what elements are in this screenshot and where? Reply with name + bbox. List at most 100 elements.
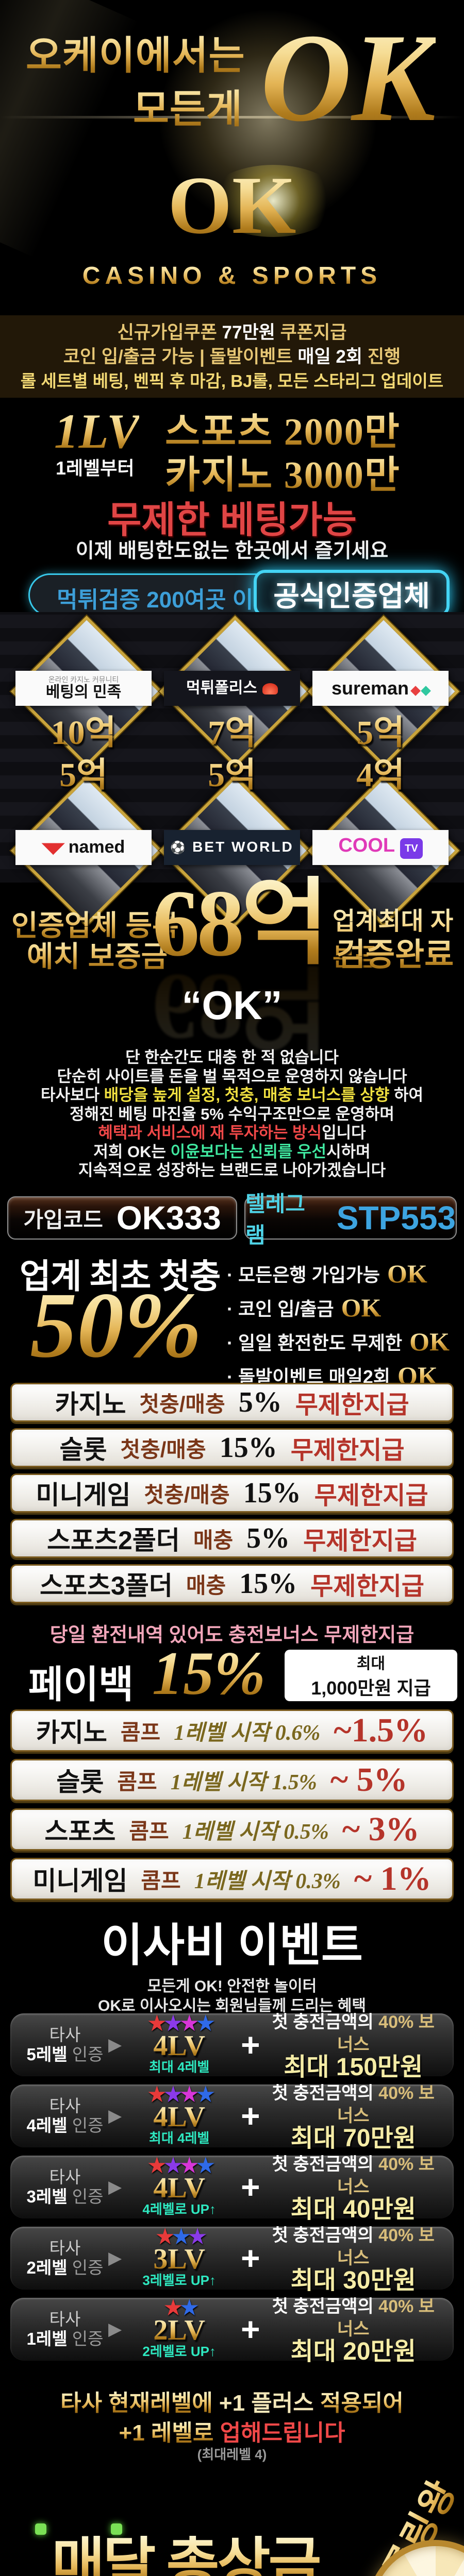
level-1lv: 1LV [54, 404, 140, 459]
deposit-amount: 5억 [11, 747, 156, 796]
promo-line3: 롤 세트별 베팅, 벤픽 후 마감, BJ롤, 모든 스타리그 업데이트 [20, 371, 444, 391]
payback-label: 페이백 [28, 1664, 134, 1706]
moving-event-sub2: OK로 이사오시는 회원님들께 드리는 혜택 [98, 1997, 366, 2014]
partner-logo-betting-minjok: 온라인 카지노 커뮤니티 베팅의 민족 [15, 671, 152, 706]
moving-row-level4: 타사 4레벨 인증 ▶ ★★★★ 4LV 최대 4레벨 + 첫 충전금액의 40%… [10, 2083, 454, 2151]
deposit-right-line2: 검증완료 [336, 928, 454, 975]
first-charge-heading: 업계 최초 첫충 [20, 1258, 221, 1296]
deposit-right-line1: 업계최대 자본금 [333, 901, 464, 973]
comp-bar-slot: 슬롯 콤프 1레벨 시작 1.5% ~ 5% [10, 1759, 454, 1801]
bullet-item: · 일일 환전한도 무제한 OK [227, 1327, 450, 1356]
ok-quote: “OK” [181, 982, 283, 1028]
comp-bar-minigame: 미니게임 콤프 1레벨 시작 0.3% ~ 1% [10, 1858, 454, 1900]
deposit-amount: 10억 [11, 705, 156, 754]
moving-row-level3: 타사 3레벨 인증 ▶ ★★★★ 4LV 4레벨로 UP↑ + 첫 충전금액의 4… [10, 2155, 454, 2222]
hero-ok-text: OK [260, 8, 436, 147]
named-logo-icon: ◥◤ [42, 840, 64, 856]
verification-text: 먹튀검증 200여곳 이상 [57, 587, 274, 613]
partner-diamond[interactable]: COOL TV [306, 773, 461, 928]
moving-event-heading: 이사비 이벤트 [101, 1921, 363, 1971]
arrow-right-icon: ▶ [108, 2248, 122, 2268]
deposit-amount: 4억 [308, 747, 453, 796]
payback-max-box: 최대 1,000만원 지급 [285, 1650, 457, 1701]
partner-diamond[interactable]: ◥◤ named [9, 773, 164, 928]
signup-code-label: 가입코드 [23, 1207, 103, 1232]
telegram-label: 텔레그램 [245, 1192, 305, 1247]
deposit-amount: 5억 [308, 705, 453, 754]
star-icons: ★★★★ [146, 2011, 216, 2036]
signup-code-value: OK333 [116, 1199, 221, 1236]
moving-row-level5: 타사 5레벨 인증 ▶ ★★★★ 4LV 최대 4레벨 + 첫 충전금액의 40%… [10, 2011, 454, 2080]
bullet-item: · 모든은행 가입가능 OK [227, 1259, 427, 1288]
chevron-icon [421, 686, 431, 696]
bullet-item: · 코인 입/출금 OK [227, 1293, 382, 1322]
bonus-bar-sports2: 스포츠2폴더 매충 5% 무제한지급 [10, 1519, 454, 1558]
light-flare-small [206, 165, 340, 237]
chevron-icon [410, 686, 421, 696]
partner-diamond[interactable]: 온라인 카지노 커뮤니티 베팅의 민족 [9, 614, 164, 769]
led-dot [35, 2523, 46, 2535]
comp-bar-casino: 카지노 콤프 1레벨 시작 0.6% ~1.5% [10, 1709, 454, 1752]
promo-line1: 신규가입쿠폰 77만원 쿠폰지급 [117, 323, 347, 343]
deposit-left-line2: 예치 보증금 [27, 934, 168, 975]
level-caption: 1레벨부터 [56, 457, 135, 479]
mission-statement: 단 한순간도 대충 한 적 없습니다 단순히 사이트를 돈을 벌 목적으로 운영… [40, 1048, 424, 1179]
bonus-note: 당일 환전내역 있어도 충전보너스 무제한지급 [49, 1624, 415, 1646]
bonus-bar-minigame: 미니게임 첫충/매충 15% 무제한지급 [10, 1473, 454, 1513]
partner-logo-named: ◥◤ named [15, 830, 152, 865]
partner-logo-cool-tv: COOL TV [312, 830, 449, 865]
telegram-button[interactable]: 텔레그램 STP553 [244, 1192, 457, 1247]
deposit-left-line1: 인증업체 등록 [11, 903, 179, 944]
official-certified-badge: 공식인증업체 [254, 570, 450, 617]
moving-event-sub1: 모든게 OK! 안전한 놀이터 [147, 1978, 317, 1995]
comp-bar-sports: 스포츠 콤프 1레벨 시작 0.5% ~ 3% [10, 1808, 454, 1851]
partner-diamond[interactable]: ⚽ BET WORLD [158, 773, 312, 928]
telegram-code-value: STP553 [336, 1199, 456, 1236]
rolling-title1: 매달 총상금 [0, 2536, 371, 2576]
plus-icon: + [241, 2026, 260, 2063]
plus-icon: + [241, 2311, 260, 2348]
hero-tagline-line2: 모든게 [133, 77, 243, 134]
payback-percent: 15% [152, 1639, 266, 1707]
enjoy-text: 이제 배팅한도없는 한곳에서 즐기세요 [75, 540, 389, 562]
plus-icon: + [241, 2097, 260, 2134]
brand-logo-subtitle: CASINO & SPORTS [0, 262, 464, 290]
arrow-right-icon: ▶ [108, 2319, 122, 2339]
bonus-bar-casino: 카지노 첫충/매충 5% 무제한지급 [10, 1383, 454, 1422]
bonus-bar-sports3: 스포츠3폴더 매충 15% 무제한지급 [10, 1564, 454, 1603]
partner-logo-bet-world: ⚽ BET WORLD [164, 830, 300, 865]
moving-note2: +1 레벨로 업해드립니다 [119, 2420, 345, 2446]
tv-icon: TV [400, 838, 423, 859]
first-charge-percent: 50% [3, 1279, 229, 1372]
moving-note3: (최대레벨 4) [197, 2447, 267, 2462]
partner-diamond[interactable]: sureman [306, 614, 461, 769]
deposit-amount: 7억 [160, 705, 304, 754]
first-charge-bullets: · 모든은행 가입가능 OK · 코인 입/출금 OK · 일일 환전한도 무제한 O… [227, 1259, 464, 1395]
unlimited-betting-text: 무제한 베팅가능 [107, 500, 357, 541]
brand-logo-ok: OK [0, 164, 464, 246]
arrow-right-icon: ▶ [108, 2177, 122, 2197]
promo-line2: 코인 입/출금 가능 | 돌발이벤트 매일 2회 진행 [63, 347, 401, 367]
bonus-bar-slot: 슬롯 첫충/매충 15% 무제한지급 [10, 1428, 454, 1467]
verification-pill: 먹튀검증 200여곳 이상 공식인증업체 [28, 570, 450, 617]
arrow-right-icon: ▶ [108, 2106, 122, 2126]
moving-row-level1: 타사 1레벨 인증 ▶ ★★ 2LV 2레벨로 UP↑ + 첫 충전금액의 40%… [10, 2297, 454, 2364]
hero-tagline-line1: 오케이에서는 [26, 24, 245, 80]
partner-diamond[interactable]: 먹튀폴리스 [158, 614, 312, 769]
deposit-total-amount: 68억 [152, 871, 329, 976]
partner-logo-muktwi-police: 먹튀폴리스 [164, 671, 300, 706]
moving-note1: 타사 현재레벨에 +1 플러스 적용되어 [60, 2391, 404, 2416]
soccer-ball-icon: ⚽ [170, 841, 188, 855]
level-casino-limit: 카지노 3000만 [165, 444, 401, 499]
signup-code-button[interactable]: 가입코드 OK333 [7, 1196, 237, 1240]
plus-icon: + [241, 2240, 260, 2277]
moving-row-level2: 타사 2레벨 인증 ▶ ★★★ 3LV 3레벨로 UP↑ + 첫 충전금액의 40… [10, 2226, 454, 2293]
arrow-right-icon: ▶ [108, 2035, 122, 2055]
light-streak [0, 116, 464, 118]
siren-icon [262, 683, 278, 695]
led-dot [111, 2523, 122, 2535]
level-sports-limit: 스포츠 2000만 [165, 401, 401, 456]
promo-box: 신규가입쿠폰 77만원 쿠폰지급 코인 입/출금 가능 | 돌발이벤트 매일 2… [0, 315, 464, 398]
partner-logo-sureman: sureman [312, 671, 449, 706]
